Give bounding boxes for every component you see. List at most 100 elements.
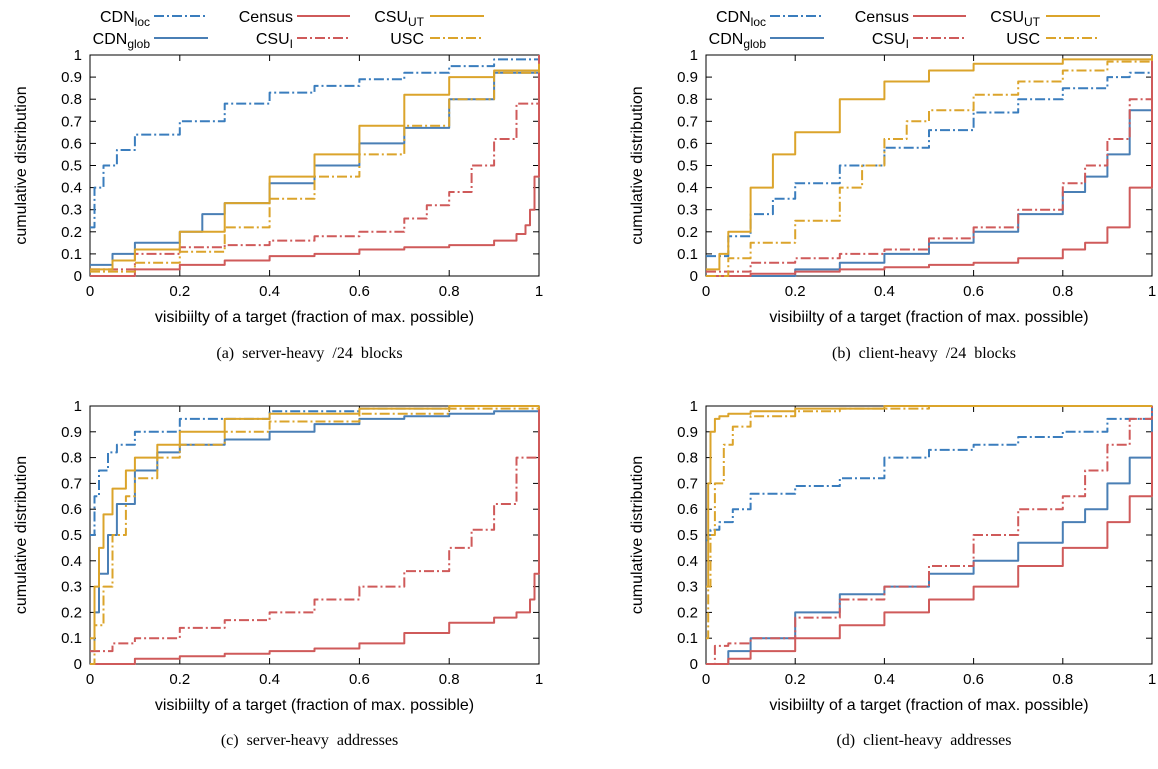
- y-tick-label: 0.3: [61, 579, 82, 596]
- series-line-csu_i: [90, 406, 540, 653]
- y-tick-label: 0: [74, 656, 82, 673]
- y-tick-label: 0.5: [61, 158, 82, 175]
- x-tick-label: 0.8: [1052, 283, 1073, 300]
- y-tick-label: 0.8: [61, 450, 82, 467]
- y-tick-label: 1: [690, 47, 698, 64]
- series-line-cdn_loc: [90, 55, 540, 229]
- x-tick-label: 0.8: [1052, 671, 1073, 688]
- y-tick-label: 0.9: [677, 69, 698, 86]
- legend-label-census: Census: [239, 9, 293, 26]
- x-tick-label: 0.4: [874, 671, 895, 688]
- legend-label-usc: USC: [1006, 31, 1040, 48]
- series-line-census: [706, 55, 1153, 277]
- panel-caption: (a) server-heavy /24 blocks: [216, 345, 402, 362]
- y-tick-label: 0.7: [61, 113, 82, 130]
- y-tick-label: 0.2: [677, 604, 698, 621]
- x-tick-label: 0.2: [169, 671, 190, 688]
- series-line-cdn_loc: [706, 406, 1153, 542]
- legend-label-cdn_loc: CDNloc: [716, 9, 766, 29]
- y-tick-label: 0.2: [61, 224, 82, 241]
- x-tick-label: 1: [535, 671, 543, 688]
- x-tick-label: 0: [86, 671, 94, 688]
- chart-c: 0 0.1 0.2 0.3 0.4 0.5 0.6 0.7 0.8 0.9 1 0 0.2 0.4 0.6 0…: [13, 398, 543, 749]
- x-tick-label: 0: [702, 671, 710, 688]
- plot-frame: [705, 405, 1153, 665]
- y-tick-label: 0.1: [677, 246, 698, 263]
- panel-caption: (c) server-heavy addresses: [221, 732, 398, 749]
- y-axis-label: cumulative distribution: [629, 86, 646, 244]
- series-line-usc: [706, 405, 1152, 640]
- series-line-csu_i: [706, 406, 1153, 665]
- chart-a: 0 0.1 0.2 0.3 0.4 0.5 0.6 0.7 0.8 0.9 1 0 0.2 0.4 0.6 0…: [13, 47, 543, 362]
- y-tick-label: 0.5: [61, 527, 82, 544]
- x-tick-label: 0.6: [349, 283, 370, 300]
- series-line-cdn_glob: [706, 55, 1153, 277]
- x-tick-label: 0.8: [439, 283, 460, 300]
- series-line-census: [90, 55, 540, 277]
- y-tick-label: 0.4: [61, 553, 82, 570]
- y-tick-label: 1: [74, 398, 82, 415]
- x-tick-label: 1: [535, 283, 543, 300]
- x-tick-label: 0: [702, 283, 710, 300]
- y-tick-label: 1: [690, 398, 698, 415]
- x-tick-label: 0.4: [259, 671, 280, 688]
- legend-label-cdn_loc: CDNloc: [100, 9, 150, 29]
- y-tick-label: 1: [74, 47, 82, 64]
- series-line-csu_ut: [706, 405, 1152, 588]
- panel-caption: (d) client-heavy addresses: [836, 732, 1011, 749]
- y-tick-label: 0.9: [61, 424, 82, 441]
- legend-label-csu_ut: CSUUT: [374, 9, 424, 29]
- y-tick-label: 0.1: [61, 246, 82, 263]
- y-tick-label: 0.6: [677, 501, 698, 518]
- y-tick-label: 0: [74, 268, 82, 285]
- series-line-usc: [90, 406, 540, 665]
- legend-label-census: Census: [855, 9, 909, 26]
- y-tick-label: 0.9: [61, 69, 82, 86]
- series-line-csu_ut: [90, 405, 539, 640]
- series-line-csu_ut: [706, 55, 1153, 271]
- series-line-usc: [90, 66, 540, 273]
- y-axis-label: cumulative distribution: [13, 456, 30, 614]
- y-tick-label: 0.8: [677, 450, 698, 467]
- y-tick-label: 0.6: [677, 135, 698, 152]
- y-tick-label: 0.7: [61, 475, 82, 492]
- y-tick-label: 0.6: [61, 135, 82, 152]
- x-axis-label: visibiilty of a target (fraction of max.…: [769, 309, 1088, 326]
- y-tick-label: 0.8: [677, 91, 698, 108]
- y-tick-label: 0.6: [61, 501, 82, 518]
- y-tick-label: 0.4: [61, 180, 82, 197]
- x-axis-label: visibiilty of a target (fraction of max.…: [155, 697, 474, 714]
- y-tick-label: 0.2: [61, 604, 82, 621]
- y-tick-label: 0.9: [677, 424, 698, 441]
- chart-b: 0 0.1 0.2 0.3 0.4 0.5 0.6 0.7 0.8 0.9 1 0 0.2 0.4 0.6 0…: [629, 47, 1156, 362]
- legend-label-cdn_glob: CDNglob: [93, 31, 151, 51]
- y-tick-label: 0: [690, 656, 698, 673]
- x-tick-label: 1: [1148, 671, 1156, 688]
- x-tick-label: 0.2: [785, 671, 806, 688]
- legend-label-csu_i: CSUI: [872, 31, 909, 51]
- series-line-cdn_loc: [706, 55, 1153, 258]
- series-line-census: [90, 406, 540, 665]
- series-line-usc: [706, 55, 1153, 277]
- y-tick-label: 0.5: [677, 527, 698, 544]
- legend-label-csu_i: CSUI: [256, 31, 293, 51]
- series-line-cdn_glob: [706, 406, 1153, 665]
- x-tick-label: 0.4: [874, 283, 895, 300]
- series-line-cdn_glob: [90, 406, 540, 653]
- x-tick-label: 0.6: [963, 671, 984, 688]
- series-line-csu_i: [706, 55, 1153, 273]
- y-tick-label: 0.4: [677, 553, 698, 570]
- y-tick-label: 0: [690, 268, 698, 285]
- x-tick-label: 0.4: [259, 283, 280, 300]
- x-axis-label: visibiilty of a target (fraction of max.…: [155, 309, 474, 326]
- y-tick-label: 0.5: [677, 158, 698, 175]
- x-axis-label: visibiilty of a target (fraction of max.…: [769, 697, 1088, 714]
- series-line-census: [706, 431, 1153, 665]
- legend-label-csu_ut: CSUUT: [990, 9, 1040, 29]
- series-line-csu_i: [90, 66, 540, 271]
- y-tick-label: 0.2: [677, 224, 698, 241]
- y-tick-label: 0.3: [61, 202, 82, 219]
